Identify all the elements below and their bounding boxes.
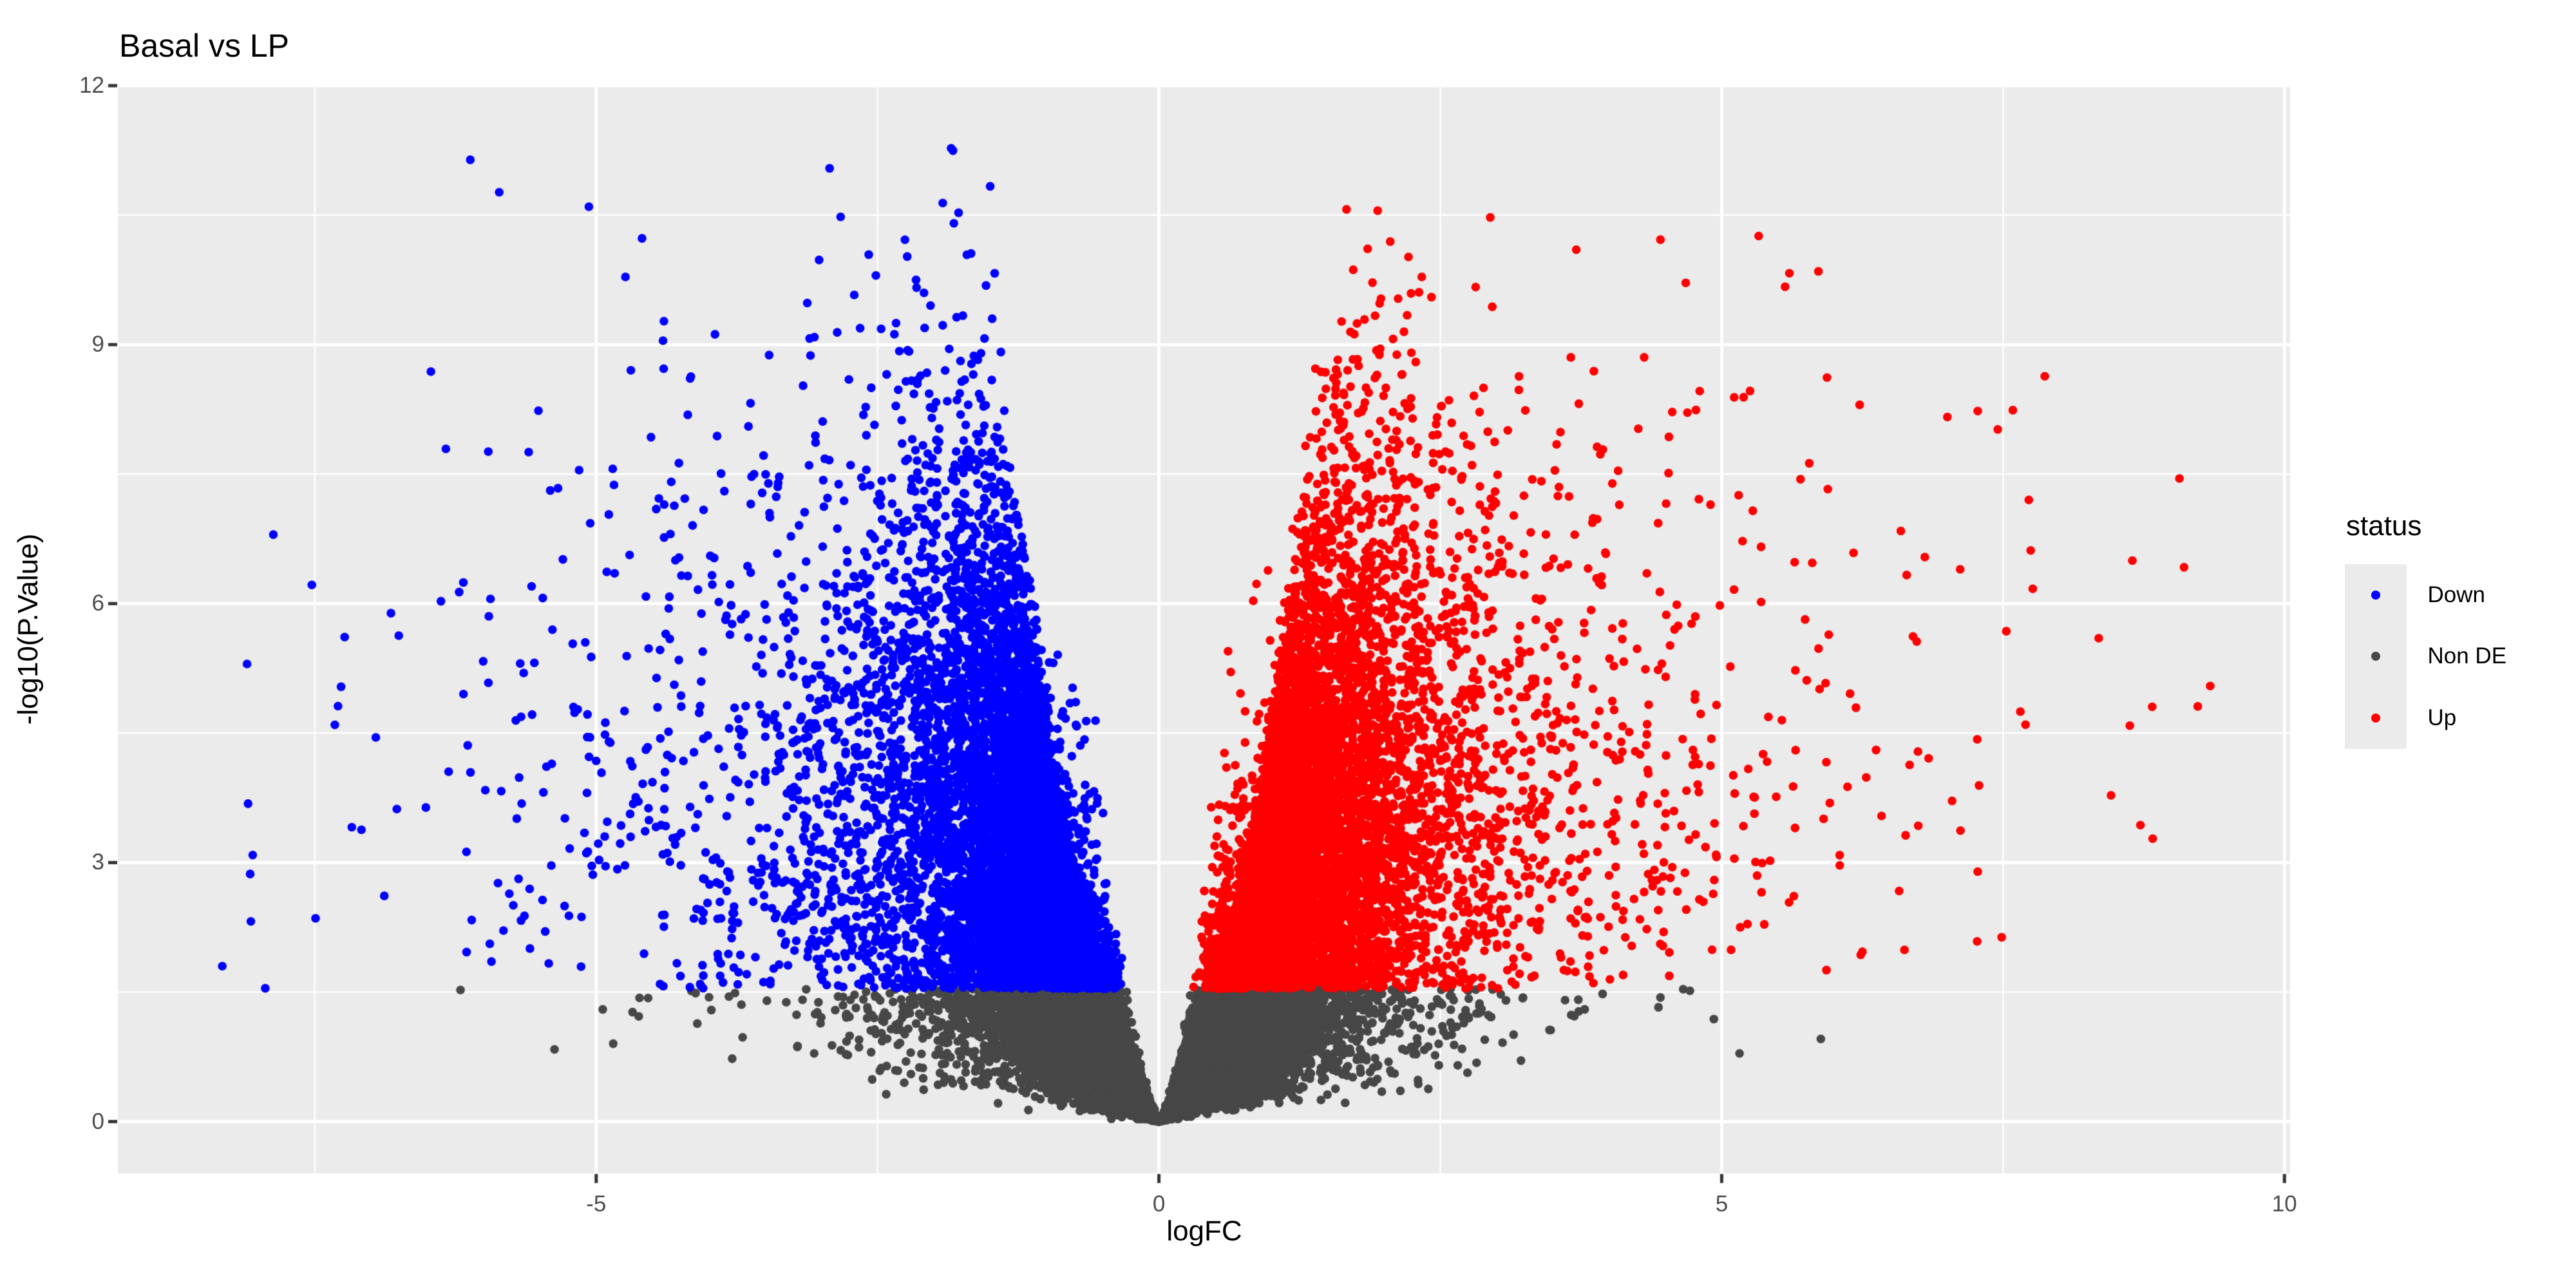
legend-key <box>2345 687 2407 749</box>
x-tick-label: 5 <box>1715 1191 1728 1217</box>
legend-item-non-de: Non DE <box>2345 625 2507 687</box>
down-point-icon <box>2371 590 2380 600</box>
non-de-point-icon <box>2371 652 2380 661</box>
up-point-icon <box>2371 713 2380 723</box>
legend-title: status <box>2346 510 2422 542</box>
x-tick-label: 0 <box>1152 1191 1166 1217</box>
y-tick-label: 0 <box>91 1108 104 1134</box>
legend-key <box>2345 564 2407 626</box>
legend-label: Non DE <box>2427 643 2507 669</box>
legend-item-up: Up <box>2345 687 2506 749</box>
plot-title: Basal vs LP <box>119 28 290 64</box>
legend: status Down Non DE Up <box>2345 511 2506 749</box>
legend-item-down: Down <box>2345 564 2506 626</box>
y-tick-label: 9 <box>91 332 104 357</box>
y-axis-title: -log10(P.Value) <box>12 533 44 725</box>
legend-label: Up <box>2427 705 2457 730</box>
x-tick-label: -5 <box>586 1191 607 1217</box>
legend-label: Down <box>2427 582 2485 607</box>
x-axis-title: logFC <box>1166 1215 1242 1247</box>
y-tick-label: 12 <box>79 73 104 98</box>
x-tick-label: 10 <box>2271 1191 2297 1217</box>
y-tick-label: 6 <box>91 591 104 616</box>
y-tick-label: 3 <box>91 849 104 875</box>
legend-key <box>2345 625 2407 687</box>
